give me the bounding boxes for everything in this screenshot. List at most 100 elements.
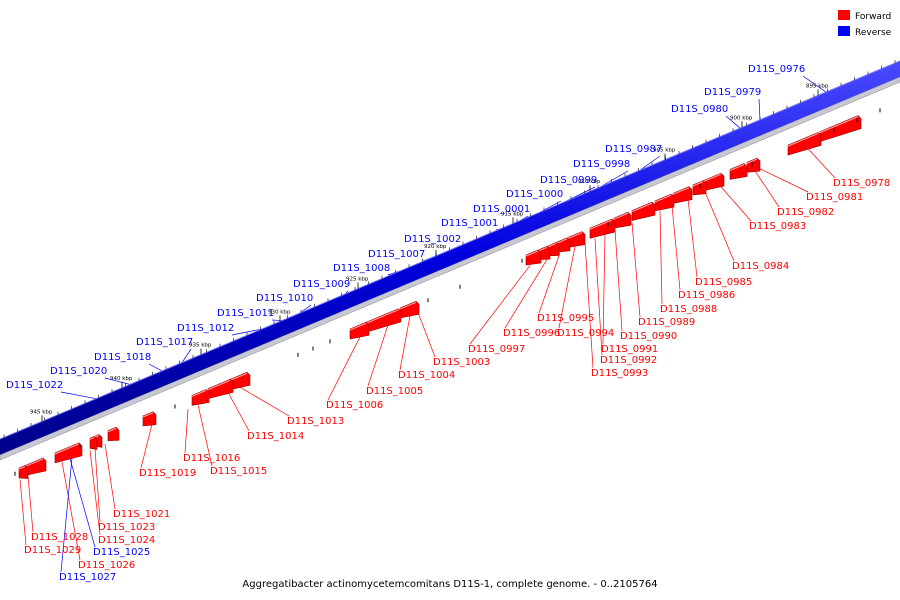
forward-leader-line — [94, 448, 101, 523]
forward-leader-line — [759, 168, 809, 193]
forward-gene-label[interactable]: D11S_0992 — [600, 355, 657, 366]
forward-leader-line — [594, 238, 603, 356]
reverse-gene-label[interactable]: D11S_0987 — [605, 144, 662, 155]
reverse-gene-label[interactable]: D11S_1025 — [93, 547, 150, 558]
forward-gene-block[interactable] — [819, 115, 862, 143]
forward-gene-label[interactable]: D11S_0995 — [537, 313, 594, 324]
forward-gene-highlight — [228, 372, 248, 382]
reverse-gene-label[interactable]: D11S_0999 — [540, 175, 597, 186]
forward-gene-highlight — [547, 242, 557, 248]
forward-gene-block[interactable] — [567, 231, 586, 248]
reverse-gene-label[interactable]: D11S_1002 — [404, 234, 461, 245]
reverse-gene-label[interactable]: D11S_1011 — [217, 308, 274, 319]
forward-gene-label[interactable]: D11S_0982 — [777, 207, 834, 218]
forward-gene-label[interactable]: D11S_1028 — [31, 532, 88, 543]
reverse-gene-label[interactable]: D11S_1008 — [333, 263, 390, 274]
forward-gene-block[interactable] — [399, 300, 420, 319]
forward-gene-block[interactable] — [54, 442, 83, 464]
reverse-gene-label[interactable]: D11S_1007 — [368, 249, 425, 260]
forward-leader-line — [61, 461, 81, 561]
forward-gene-label[interactable]: D11S_1015 — [210, 466, 267, 477]
forward-gene-label[interactable]: D11S_1021 — [113, 509, 170, 520]
forward-gene-block[interactable] — [729, 163, 748, 180]
forward-gene-label[interactable]: D11S_0985 — [695, 277, 752, 288]
forward-gene-label[interactable]: D11S_0993 — [591, 368, 648, 379]
forward-gene-label[interactable]: D11S_0997 — [468, 344, 525, 355]
forward-leader-line — [89, 450, 101, 536]
forward-gene-block[interactable] — [589, 218, 616, 239]
forward-gene-highlight — [746, 158, 758, 164]
forward-gene-highlight — [672, 187, 690, 195]
forward-leader-line — [631, 222, 641, 318]
forward-gene-label[interactable]: D11S_1026 — [78, 560, 135, 571]
forward-gene-label[interactable]: D11S_0983 — [749, 221, 806, 232]
forward-leader-line — [104, 443, 116, 510]
forward-gene-highlight — [654, 194, 672, 203]
reverse-gene-label[interactable]: D11S_1001 — [441, 218, 498, 229]
reverse-gene-label[interactable]: D11S_1018 — [94, 352, 151, 363]
forward-gene-label[interactable]: D11S_1003 — [433, 357, 490, 368]
forward-leader-line — [754, 170, 780, 208]
forward-gene-label[interactable]: D11S_1029 — [24, 545, 81, 556]
forward-gene-highlight — [142, 412, 154, 418]
reverse-gene-label[interactable]: D11S_1027 — [59, 572, 116, 583]
forward-gene-label[interactable]: D11S_0986 — [678, 290, 735, 301]
forward-gene-label[interactable]: D11S_1019 — [139, 468, 196, 479]
forward-gene-label[interactable]: D11S_1005 — [366, 386, 423, 397]
forward-gene-label[interactable]: D11S_1013 — [287, 416, 344, 427]
forward-gene-label[interactable]: D11S_1023 — [98, 522, 155, 533]
forward-gene-block[interactable] — [89, 436, 98, 450]
reverse-leader-line — [148, 363, 163, 372]
reverse-gene-label[interactable]: D11S_0998 — [573, 159, 630, 170]
forward-gene-block[interactable] — [672, 186, 693, 204]
forward-gene-label[interactable]: D11S_0989 — [638, 317, 695, 328]
forward-gene-label[interactable]: D11S_0978 — [833, 178, 890, 189]
forward-gene-highlight — [94, 434, 100, 438]
reverse-leader-line — [639, 155, 661, 171]
forward-gene-block[interactable] — [787, 132, 822, 156]
forward-gene-label[interactable]: D11S_1016 — [183, 453, 240, 464]
forward-gene-label[interactable]: D11S_1004 — [398, 370, 455, 381]
reverse-gene-label[interactable]: D11S_1017 — [136, 337, 193, 348]
forward-leader-line — [399, 315, 411, 371]
forward-leader-line — [602, 233, 606, 345]
forward-gene-label[interactable]: D11S_0996 — [503, 328, 560, 339]
forward-gene-label[interactable]: D11S_0994 — [557, 328, 614, 339]
reverse-leader-line — [60, 391, 97, 400]
reverse-leader-line — [69, 458, 96, 548]
tick-label: 905 kbp — [653, 148, 676, 154]
reverse-gene-label[interactable]: D11S_1009 — [293, 279, 350, 290]
reverse-gene-label[interactable]: D11S_1022 — [6, 380, 63, 391]
forward-gene-label[interactable]: D11S_1024 — [98, 535, 155, 546]
reverse-gene-label[interactable]: D11S_0001 — [473, 204, 530, 215]
reverse-gene-label[interactable]: D11S_1012 — [177, 323, 234, 334]
forward-gene-label[interactable]: D11S_0981 — [806, 192, 863, 203]
forward-leader-line — [239, 386, 290, 417]
forward-gene-block[interactable] — [349, 321, 370, 340]
forward-gene-highlight — [787, 132, 819, 147]
forward-gene-block[interactable] — [613, 211, 632, 229]
forward-gene-block[interactable] — [654, 193, 675, 212]
reverse-gene-label[interactable]: D11S_1010 — [256, 293, 313, 304]
forward-gene-label[interactable]: D11S_1014 — [247, 431, 304, 442]
reverse-gene-label[interactable]: D11S_0980 — [671, 104, 728, 115]
forward-gene-label[interactable]: D11S_0991 — [601, 344, 658, 355]
forward-gene-block[interactable] — [631, 201, 656, 221]
forward-gene-label[interactable]: D11S_0990 — [620, 331, 677, 342]
forward-leader-line — [227, 392, 250, 432]
forward-gene-highlight — [207, 379, 231, 391]
reverse-gene-label[interactable]: D11S_0979 — [704, 87, 761, 98]
forward-gene-block[interactable] — [207, 379, 234, 400]
forward-gene-block[interactable] — [191, 389, 210, 406]
reverse-gene-label[interactable]: D11S_1000 — [506, 189, 563, 200]
forward-gene-label[interactable]: D11S_0988 — [660, 304, 717, 315]
reverse-gene-label[interactable]: D11S_0976 — [748, 64, 805, 75]
forward-gene-label[interactable]: D11S_1006 — [326, 400, 383, 411]
forward-gene-block[interactable] — [525, 249, 542, 266]
forward-gene-label[interactable]: D11S_0984 — [732, 261, 789, 272]
forward-gene-highlight — [191, 389, 207, 397]
forward-gene-highlight — [589, 219, 613, 230]
reverse-gene-label[interactable]: D11S_1020 — [50, 366, 107, 377]
forward-leader-line — [719, 185, 752, 222]
forward-gene-block[interactable] — [18, 465, 29, 479]
